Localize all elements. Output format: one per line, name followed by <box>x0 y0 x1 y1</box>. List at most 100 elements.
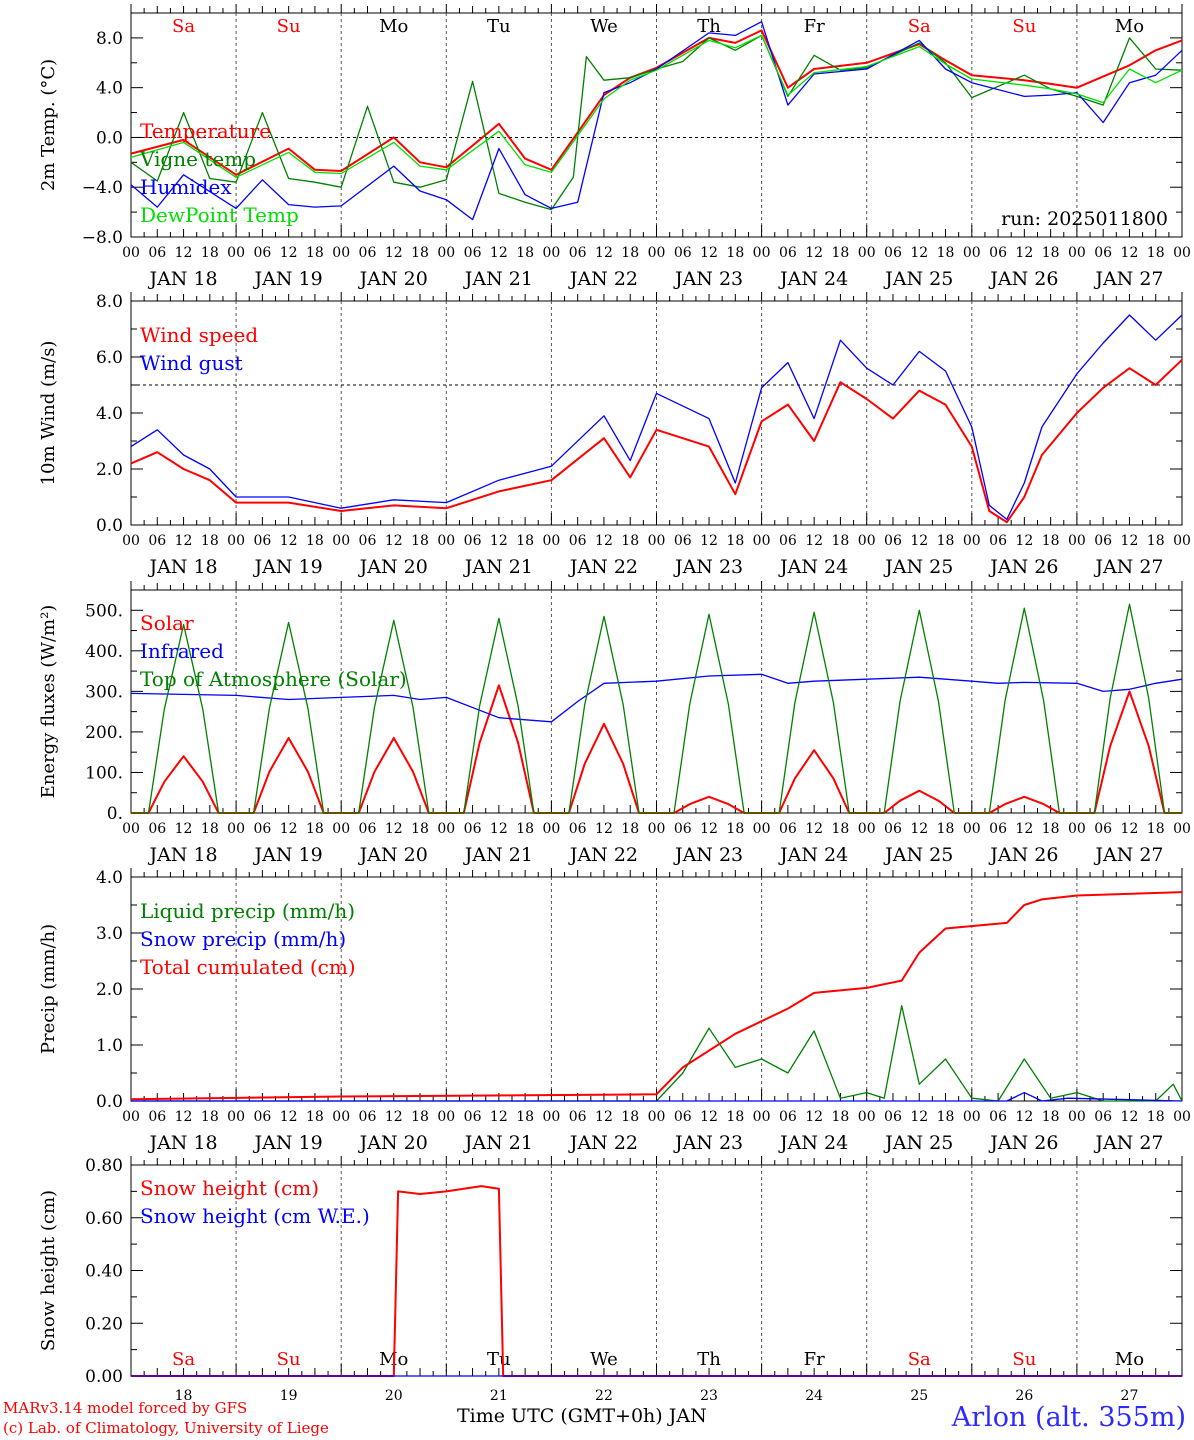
hour-tick-label: 12 <box>1121 533 1139 549</box>
hour-tick-label: 06 <box>569 245 587 261</box>
y-tick-label: 4.0 <box>96 79 123 99</box>
hour-tick-label: 18 <box>516 1109 534 1125</box>
series-line-blue <box>130 21 1183 221</box>
hour-tick-label: 12 <box>1121 821 1139 837</box>
hour-tick-label: 06 <box>884 245 902 261</box>
date-label: JAN 25 <box>883 844 953 866</box>
hour-tick-label: 18 <box>621 245 639 261</box>
hour-tick-label: 18 <box>726 1109 744 1125</box>
hour-tick-label: 06 <box>779 1109 797 1125</box>
hour-tick-label: 12 <box>280 533 298 549</box>
y-axis-label: Precip (mm/h) <box>38 924 59 1054</box>
hour-tick-label: 12 <box>490 1109 508 1125</box>
hour-tick-label: 18 <box>1147 245 1165 261</box>
date-label: JAN 22 <box>568 556 638 578</box>
hour-tick-label: 00 <box>542 1109 560 1125</box>
day-name-label: Sa <box>908 16 931 37</box>
hour-tick-label: 00 <box>227 533 245 549</box>
date-label: JAN 21 <box>463 1132 533 1154</box>
hour-tick-label: 00 <box>122 533 140 549</box>
hour-tick-label: 18 <box>1042 533 1060 549</box>
day-name-label: Th <box>697 16 721 37</box>
hour-tick-label: 06 <box>253 821 271 837</box>
hour-tick-label: 18 <box>621 821 639 837</box>
hour-tick-label: 06 <box>464 1109 482 1125</box>
date-label: JAN 22 <box>568 268 638 290</box>
hour-tick-label: 18 <box>726 245 744 261</box>
hour-tick-label: 06 <box>884 533 902 549</box>
hour-tick-label: 12 <box>700 533 718 549</box>
hour-tick-label: 18 <box>1042 1109 1060 1125</box>
day-number-label: 27 <box>1121 1388 1139 1400</box>
date-label: JAN 20 <box>358 844 428 866</box>
hour-tick-label: 00 <box>963 533 981 549</box>
hour-tick-label: 00 <box>858 533 876 549</box>
hour-tick-label: 00 <box>437 1109 455 1125</box>
hour-tick-label: 06 <box>1094 533 1112 549</box>
hour-tick-label: 18 <box>306 245 324 261</box>
hour-tick-label: 12 <box>490 245 508 261</box>
hour-tick-label: 18 <box>832 1109 850 1125</box>
hour-tick-label: 06 <box>253 1109 271 1125</box>
date-label: JAN 21 <box>463 268 533 290</box>
y-tick-label: 8.0 <box>96 292 123 312</box>
hour-tick-label: 00 <box>753 533 771 549</box>
hour-tick-label: 12 <box>805 821 823 837</box>
hour-tick-label: 12 <box>805 1109 823 1125</box>
day-number-label: 18 <box>175 1388 193 1400</box>
meteogram: −8.0 −4.0 0.0 4.0 8.0 2m Temp. (°C) 00 06 12 18 00… <box>38 4 1191 1400</box>
series-line-blue <box>130 314 1183 521</box>
legend-entry: Vigne temp <box>139 147 256 171</box>
hour-tick-label: 06 <box>674 533 692 549</box>
hour-tick-label: 12 <box>805 245 823 261</box>
day-number-label: 19 <box>280 1388 298 1400</box>
legend-entry: Top of Atmosphere (Solar) <box>140 667 407 691</box>
hour-tick-label: 00 <box>858 1109 876 1125</box>
hour-tick-label: 12 <box>1121 1109 1139 1125</box>
hour-tick-label: 06 <box>148 245 166 261</box>
hour-tick-label: 00 <box>648 821 666 837</box>
date-label: JAN 23 <box>673 556 743 578</box>
hour-tick-label: 06 <box>148 1109 166 1125</box>
day-name-label: We <box>590 1349 618 1370</box>
hour-tick-label: 18 <box>621 533 639 549</box>
hour-tick-label: 00 <box>437 533 455 549</box>
day-name-label: Su <box>1012 1349 1036 1370</box>
lab-credit: (c) Lab. of Climatology, University of L… <box>3 1419 329 1437</box>
y-tick-label: 100. <box>85 763 123 783</box>
date-label: JAN 25 <box>883 556 953 578</box>
hour-tick-label: 12 <box>595 533 613 549</box>
y-tick-label: 0.0 <box>96 516 123 536</box>
date-label: JAN 23 <box>673 1132 743 1154</box>
y-axis-label: 2m Temp. (°C) <box>38 59 59 191</box>
hour-tick-label: 12 <box>910 821 928 837</box>
y-tick-label: 300. <box>85 682 123 702</box>
day-name-label: Sa <box>908 1349 931 1370</box>
day-name-label: Fr <box>804 16 825 37</box>
hour-tick-label: 18 <box>306 1109 324 1125</box>
hour-tick-label: 06 <box>359 533 377 549</box>
hour-tick-label: 18 <box>516 821 534 837</box>
hour-tick-label: 12 <box>280 245 298 261</box>
hour-tick-label: 18 <box>411 821 429 837</box>
hour-tick-label: 00 <box>332 821 350 837</box>
day-number-label: 22 <box>595 1388 613 1400</box>
hour-tick-label: 06 <box>989 245 1007 261</box>
hour-tick-label: 00 <box>1068 821 1086 837</box>
hour-tick-label: 06 <box>989 533 1007 549</box>
date-label: JAN 22 <box>568 1132 638 1154</box>
day-name-label: Su <box>1012 16 1036 37</box>
series-line-blue <box>131 1091 1183 1102</box>
hour-tick-label: 00 <box>227 821 245 837</box>
hour-tick-label: 18 <box>201 821 219 837</box>
hour-tick-label: 00 <box>1068 1109 1086 1125</box>
y-tick-label: 4.0 <box>96 868 123 888</box>
hour-tick-label: 12 <box>1121 245 1139 261</box>
hour-tick-label: 18 <box>937 1109 955 1125</box>
legend-entry: Wind speed <box>140 323 258 347</box>
hour-tick-label: 12 <box>910 533 928 549</box>
hour-tick-label: 00 <box>332 245 350 261</box>
day-name-label: Tu <box>487 1349 511 1370</box>
hour-tick-label: 18 <box>832 245 850 261</box>
series-line-red <box>130 359 1183 524</box>
